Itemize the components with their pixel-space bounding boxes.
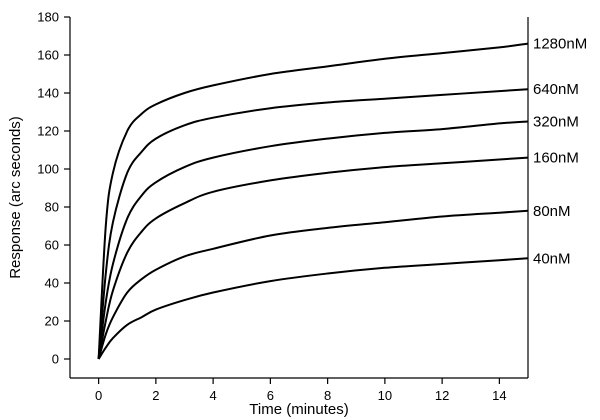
series-labels: 1280nM 640nM 320nM 160nM 80nM 40nM [533, 36, 587, 268]
series-line-40nM [97, 257, 529, 360]
x-ticks: 0 2 4 6 8 10 12 14 [95, 378, 507, 403]
x-tick-label: 12 [435, 388, 449, 403]
y-tick-label: 0 [52, 352, 59, 367]
y-axis-title: Response (arc seconds) [7, 116, 24, 279]
series-line-1280nM [97, 42, 529, 360]
series-line-320nM [97, 120, 529, 360]
y-tick-label: 180 [37, 10, 59, 25]
x-axis-title: Time (minutes) [249, 401, 348, 418]
series-label-640nM: 640nM [533, 81, 579, 98]
series-label-1280nM: 1280nM [533, 36, 587, 53]
x-tick-label: 14 [492, 388, 506, 403]
x-tick-label: 6 [267, 388, 274, 403]
series-label-80nM: 80nM [533, 203, 571, 220]
y-tick-label: 160 [37, 48, 59, 63]
axes [69, 17, 529, 379]
y-tick-label: 20 [45, 314, 59, 329]
y-ticks: 0 20 40 60 80 100 120 140 160 180 [37, 10, 70, 367]
y-tick-label: 60 [45, 238, 59, 253]
series-label-40nM: 40nM [533, 250, 571, 267]
series-line-640nM [97, 88, 529, 360]
series-group [97, 42, 529, 360]
series-line-80nM [97, 209, 529, 360]
series-label-160nM: 160nM [533, 150, 579, 167]
y-tick-label: 80 [45, 200, 59, 215]
x-tick-label: 10 [378, 388, 392, 403]
x-tick-label: 2 [152, 388, 159, 403]
y-tick-label: 140 [37, 86, 59, 101]
y-tick-label: 40 [45, 276, 59, 291]
y-tick-label: 100 [37, 162, 59, 177]
series-line-160nM [97, 156, 529, 360]
series-label-320nM: 320nM [533, 114, 579, 131]
y-tick-label: 120 [37, 124, 59, 139]
x-tick-label: 8 [324, 388, 331, 403]
x-tick-label: 4 [210, 388, 217, 403]
x-tick-label: 0 [95, 388, 102, 403]
